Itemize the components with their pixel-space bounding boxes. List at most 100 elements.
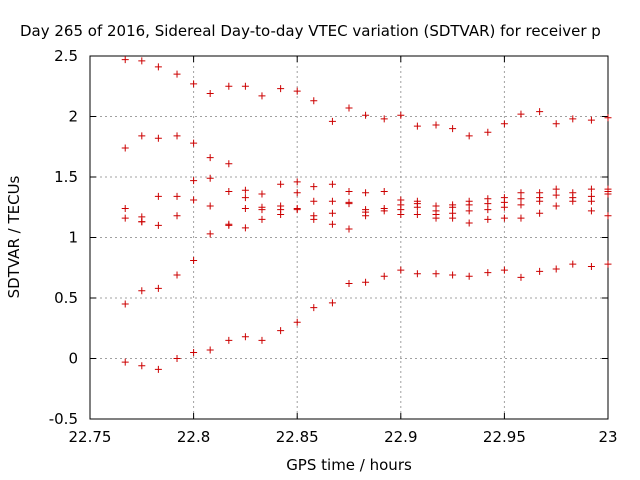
data-point (552, 120, 560, 128)
data-point (500, 214, 508, 222)
data-point (413, 122, 421, 130)
data-point (241, 224, 249, 232)
data-point (173, 70, 181, 78)
data-point (345, 188, 353, 196)
data-point (397, 266, 405, 274)
data-point (277, 85, 285, 93)
data-point (138, 132, 146, 140)
data-point (362, 111, 370, 119)
data-point (517, 214, 525, 222)
data-point (190, 177, 198, 185)
data-point (362, 189, 370, 197)
data-point (587, 185, 595, 193)
data-point (173, 132, 181, 140)
data-point (241, 82, 249, 90)
data-point (173, 355, 181, 362)
data-point (484, 128, 492, 136)
data-point (121, 214, 129, 222)
data-point (328, 299, 336, 307)
data-point (293, 87, 301, 95)
data-point (258, 336, 266, 344)
data-point (206, 90, 214, 98)
data-point (310, 97, 318, 105)
data-point (328, 220, 336, 228)
data-point (310, 215, 318, 223)
data-point (380, 207, 388, 215)
data-point (310, 304, 318, 312)
data-point (206, 174, 214, 182)
x-tick-label: 23 (598, 428, 617, 446)
data-point (552, 265, 560, 273)
data-point (241, 186, 249, 194)
data-point (138, 287, 146, 295)
data-point (517, 201, 525, 209)
data-point (225, 221, 233, 229)
data-point (138, 362, 146, 370)
data-point (397, 211, 405, 219)
data-point (465, 219, 473, 227)
data-point (484, 269, 492, 277)
data-point (432, 270, 440, 278)
data-point (449, 125, 457, 133)
data-point (345, 279, 353, 287)
data-point (604, 190, 612, 198)
data-point (293, 189, 301, 197)
data-point (604, 260, 612, 268)
data-point (138, 218, 146, 226)
data-point (345, 225, 353, 233)
data-point (190, 80, 198, 88)
data-point (225, 188, 233, 196)
data-point (587, 197, 595, 205)
data-point (258, 190, 266, 198)
data-point (484, 200, 492, 208)
data-point (328, 117, 336, 125)
data-point (173, 212, 181, 220)
data-point (587, 263, 595, 271)
y-tick-label: 0.5 (54, 289, 78, 307)
data-point (277, 211, 285, 219)
data-point (121, 204, 129, 212)
data-point (121, 358, 129, 366)
data-point (190, 256, 198, 264)
data-point (173, 192, 181, 200)
data-point (449, 203, 457, 211)
data-point (362, 278, 370, 286)
data-point (345, 200, 353, 208)
data-point (604, 212, 612, 220)
data-point (154, 284, 162, 292)
data-point (413, 211, 421, 219)
data-point (258, 92, 266, 100)
data-point (138, 57, 146, 65)
data-point (484, 206, 492, 214)
data-point (293, 318, 301, 326)
y-tick-label: 2.5 (54, 47, 78, 65)
y-tick-label: 0 (68, 350, 78, 368)
data-point (380, 115, 388, 123)
data-point (569, 197, 577, 205)
data-point (277, 180, 285, 188)
data-point (121, 300, 129, 308)
data-point (552, 191, 560, 199)
data-point (500, 120, 508, 128)
data-point (206, 346, 214, 354)
data-point (449, 214, 457, 222)
data-point (154, 192, 162, 200)
data-point (258, 215, 266, 223)
grid-lines (90, 56, 608, 419)
data-point (241, 333, 249, 341)
data-point (380, 272, 388, 280)
x-tick-label: 22.95 (483, 428, 526, 446)
x-tick-label: 22.9 (384, 428, 417, 446)
data-point (206, 202, 214, 210)
data-point (569, 115, 577, 123)
data-point (328, 209, 336, 217)
data-point (154, 134, 162, 142)
data-point (206, 230, 214, 238)
data-point (569, 260, 577, 268)
data-point (517, 110, 525, 118)
data-point (173, 271, 181, 279)
data-point (190, 348, 198, 356)
y-tick-label: 1.5 (54, 168, 78, 186)
